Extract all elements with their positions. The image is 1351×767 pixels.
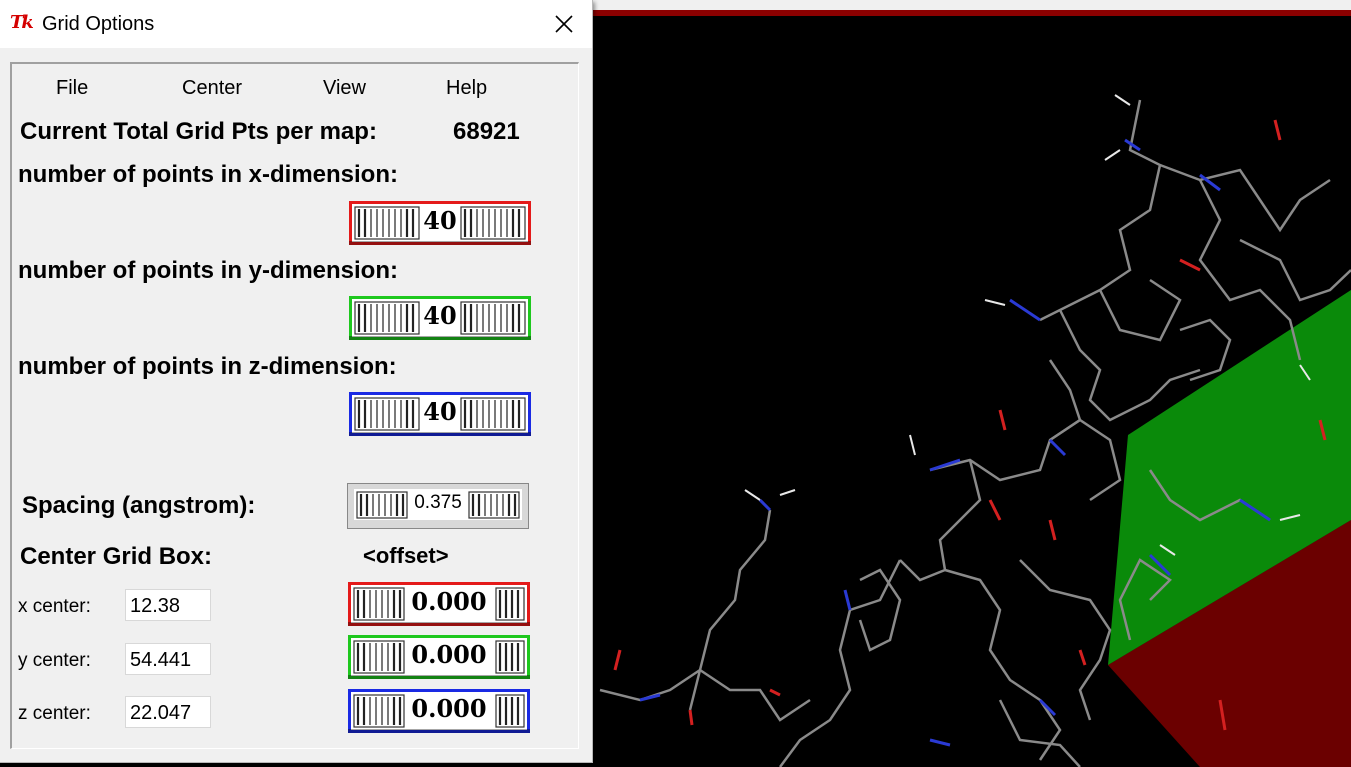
tk-logo: Tk	[10, 12, 34, 33]
x-center-input[interactable]: 12.38	[125, 589, 211, 621]
close-icon	[555, 15, 573, 33]
dial-grip-icon	[353, 587, 405, 621]
x-dimension-label: number of points in x-dimension:	[18, 161, 398, 188]
viewer-red-border	[592, 10, 1351, 16]
y-center-input[interactable]: 54.441	[125, 643, 211, 675]
grid-options-window: Tk Grid Options File Center View Help Cu…	[0, 0, 593, 763]
x-offset-dial[interactable]: 0.000	[348, 582, 530, 626]
dialog-body	[10, 62, 579, 749]
z-dimension-label: number of points in z-dimension:	[18, 353, 397, 380]
center-grid-label: Center Grid Box:	[20, 543, 213, 570]
x-points-dial[interactable]: 40	[349, 201, 531, 245]
menu-help[interactable]: Help	[446, 77, 488, 99]
menu-file[interactable]: File	[56, 77, 89, 99]
dial-grip-icon	[495, 694, 525, 728]
y-dimension-label: number of points in y-dimension:	[18, 257, 398, 284]
menu-view[interactable]: View	[323, 77, 366, 99]
window-title: Grid Options	[42, 13, 155, 35]
dial-grip-icon	[460, 397, 526, 431]
y-offset-dial[interactable]: 0.000	[348, 635, 530, 679]
spacing-label: Spacing (angstrom):	[22, 492, 256, 519]
molecule-hydrogen-atoms	[744, 94, 1311, 556]
y-center-label: y center:	[18, 650, 91, 671]
menu-center[interactable]: Center	[182, 77, 243, 99]
title-bar[interactable]: Tk Grid Options	[0, 0, 592, 48]
dial-grip-icon	[353, 640, 405, 674]
dial-grip-icon	[354, 206, 420, 240]
z-points-value: 40	[423, 397, 457, 426]
z-points-dial[interactable]: 40	[349, 392, 531, 436]
dial-grip-icon	[354, 301, 420, 335]
spacing-value: 0.375	[414, 492, 462, 513]
dial-grip-icon	[468, 491, 520, 519]
y-offset-value: 0.000	[411, 640, 487, 669]
y-points-dial[interactable]: 40	[349, 296, 531, 340]
spacing-dial[interactable]: 0.375	[347, 483, 529, 529]
x-points-value: 40	[423, 206, 457, 235]
z-center-input[interactable]: 22.047	[125, 696, 211, 728]
grid-box-red-face	[1108, 520, 1351, 767]
dial-grip-icon	[460, 206, 526, 240]
total-grid-label: Current Total Grid Pts per map:	[20, 118, 377, 145]
dial-grip-icon	[495, 640, 525, 674]
dial-grip-icon	[356, 491, 408, 519]
z-offset-value: 0.000	[411, 694, 487, 723]
dial-grip-icon	[353, 694, 405, 728]
grid-box-green-face	[1108, 290, 1351, 665]
viewer-top-border	[592, 0, 1351, 10]
z-center-label: z center:	[18, 703, 91, 724]
total-grid-value: 68921	[453, 118, 520, 145]
dial-grip-icon	[460, 301, 526, 335]
y-points-value: 40	[423, 301, 457, 330]
dial-grip-icon	[495, 587, 525, 621]
close-button[interactable]	[548, 8, 580, 40]
x-center-label: x center:	[18, 596, 91, 617]
z-offset-dial[interactable]: 0.000	[348, 689, 530, 733]
x-offset-value: 0.000	[411, 587, 487, 616]
dial-grip-icon	[354, 397, 420, 431]
offset-label: <offset>	[363, 543, 449, 568]
molecule-nitrogen-atoms	[639, 138, 1271, 747]
molecule-oxygen-atoms	[613, 119, 1327, 731]
